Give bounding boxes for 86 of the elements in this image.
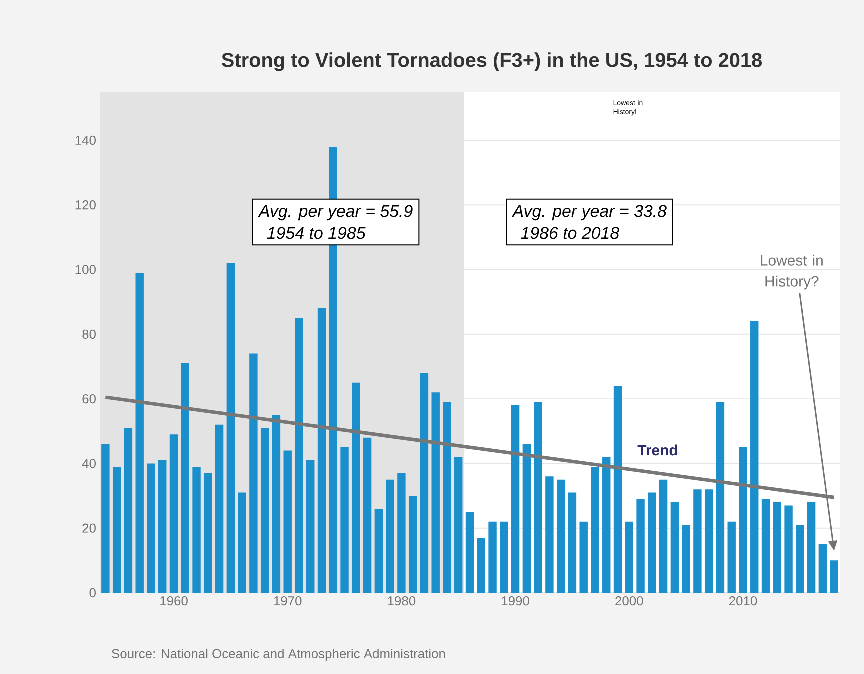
series-label: Trend (638, 444, 678, 456)
annotation: Avg. per year = 33.8 (512, 205, 667, 221)
bar (807, 502, 816, 593)
bar (204, 473, 212, 593)
annotation: Avg. per year = 55.9 (258, 205, 413, 221)
y-tick-label: 100 (76, 265, 96, 274)
bar (830, 560, 838, 593)
bar (374, 508, 384, 593)
y-tick-label: 120 (76, 200, 96, 210)
bar (340, 448, 349, 593)
bar (112, 466, 122, 593)
bar (488, 522, 497, 593)
bar (306, 460, 315, 593)
bar (158, 460, 167, 593)
bar (318, 308, 326, 593)
bar (295, 318, 304, 593)
bar (352, 382, 360, 593)
bar (534, 402, 542, 593)
bar (750, 321, 759, 593)
bar (170, 434, 178, 593)
bar (580, 522, 588, 593)
bar (636, 499, 645, 593)
bar (602, 457, 611, 593)
bar (398, 473, 406, 593)
bar (670, 502, 680, 593)
bar (522, 444, 532, 593)
y-tick-label: 40 (82, 459, 96, 468)
x-tick-label: 1970 (274, 596, 302, 606)
bar (625, 522, 634, 593)
bar (284, 450, 292, 593)
bar (363, 438, 372, 593)
bar (250, 354, 258, 593)
bar (591, 466, 600, 593)
bar (796, 525, 804, 593)
bar (408, 496, 418, 593)
source-note: Source: National Oceanic and Atmospheric Administration (112, 648, 446, 662)
bar (386, 480, 394, 593)
x-tick-label: 2010 (729, 596, 758, 606)
bar (192, 466, 201, 593)
bar (477, 538, 486, 593)
bar (432, 392, 440, 593)
bar (614, 386, 622, 593)
bar (704, 490, 714, 593)
x-tick-label: 1980 (388, 596, 416, 606)
bar (682, 525, 690, 593)
bar (181, 364, 190, 593)
y-tick-label: 140 (76, 136, 96, 146)
bar (466, 512, 474, 593)
bar (659, 480, 668, 593)
x-tick-label: 1960 (160, 596, 188, 606)
bar (546, 476, 554, 593)
bar (762, 499, 770, 593)
annotation: 1954 to 1985 (267, 227, 366, 240)
y-tick-label: 20 (82, 524, 96, 533)
bar (443, 402, 452, 593)
bar (215, 424, 224, 593)
bar (728, 522, 736, 593)
x-tick-label: 1990 (502, 596, 530, 606)
bar (556, 480, 566, 593)
bar (784, 506, 793, 593)
bar (773, 502, 782, 593)
bar (124, 428, 133, 593)
annotation: Lowest in History? (761, 254, 823, 290)
annotation: 1986 to 2018 (521, 227, 620, 240)
bar (238, 492, 246, 593)
bar (818, 544, 828, 593)
y-tick-label: 0 (90, 588, 96, 598)
bar (739, 448, 748, 593)
bar (694, 490, 702, 593)
x-tick-label: 2000 (616, 596, 644, 606)
bar (500, 522, 508, 593)
y-tick-label: 60 (82, 394, 96, 404)
bar (648, 492, 656, 593)
bar (420, 373, 429, 593)
bar (716, 402, 725, 593)
bar (272, 415, 281, 593)
bar (147, 464, 156, 593)
bar (260, 428, 270, 593)
bar (136, 273, 144, 593)
bar (226, 263, 236, 593)
bar (454, 457, 463, 593)
bar (102, 444, 110, 593)
bar (568, 492, 577, 593)
chart-title: Strong to Violent Tornadoes (F3+) in the US, 1954 to 2018 (222, 52, 762, 72)
bar (511, 406, 520, 593)
y-tick-label: 80 (82, 330, 96, 339)
